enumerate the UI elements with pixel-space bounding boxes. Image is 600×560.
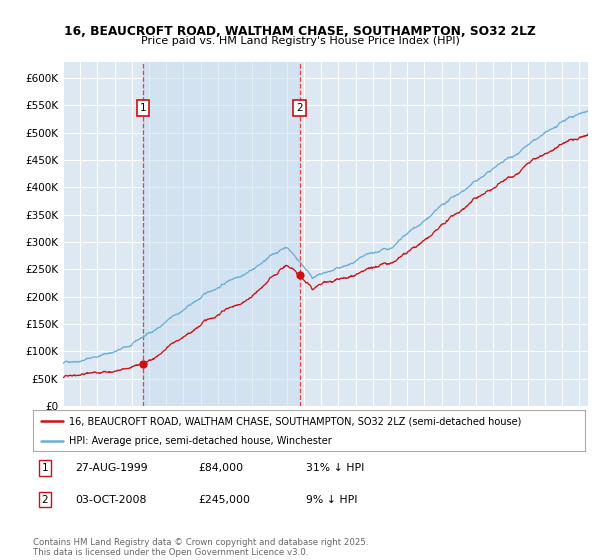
- Text: 9% ↓ HPI: 9% ↓ HPI: [306, 494, 358, 505]
- Text: 27-AUG-1999: 27-AUG-1999: [75, 463, 148, 473]
- Text: Contains HM Land Registry data © Crown copyright and database right 2025.
This d: Contains HM Land Registry data © Crown c…: [33, 538, 368, 557]
- Bar: [143, 62, 299, 406]
- Text: 16, BEAUCROFT ROAD, WALTHAM CHASE, SOUTHAMPTON, SO32 2LZ: 16, BEAUCROFT ROAD, WALTHAM CHASE, SOUTH…: [64, 25, 536, 38]
- Text: £84,000: £84,000: [198, 463, 243, 473]
- Text: £245,000: £245,000: [198, 494, 250, 505]
- Text: 1: 1: [41, 463, 49, 473]
- Text: 1: 1: [140, 103, 146, 113]
- Text: 2: 2: [41, 494, 49, 505]
- Text: 16, BEAUCROFT ROAD, WALTHAM CHASE, SOUTHAMPTON, SO32 2LZ (semi-detached house): 16, BEAUCROFT ROAD, WALTHAM CHASE, SOUTH…: [69, 417, 521, 426]
- Text: 03-OCT-2008: 03-OCT-2008: [75, 494, 146, 505]
- Text: 31% ↓ HPI: 31% ↓ HPI: [306, 463, 364, 473]
- Text: 2: 2: [296, 103, 303, 113]
- Text: HPI: Average price, semi-detached house, Winchester: HPI: Average price, semi-detached house,…: [69, 436, 332, 446]
- Text: Price paid vs. HM Land Registry's House Price Index (HPI): Price paid vs. HM Land Registry's House …: [140, 36, 460, 46]
